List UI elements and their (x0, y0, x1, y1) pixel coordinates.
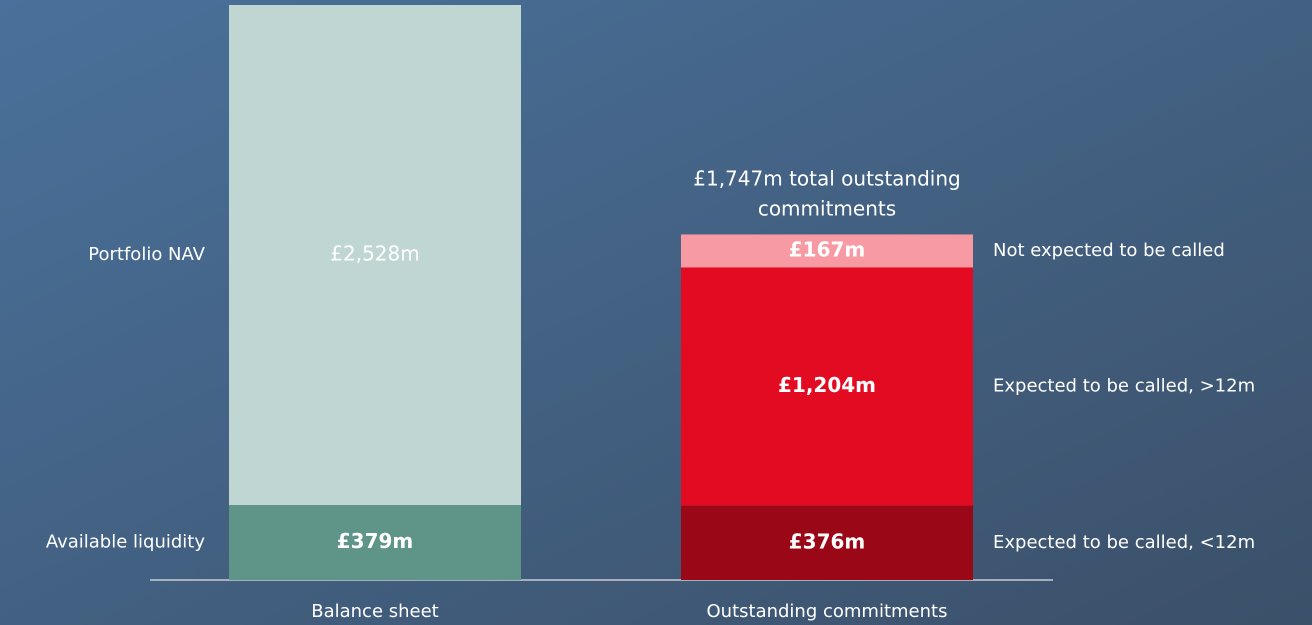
value-label: £2,528m (330, 242, 419, 266)
value-label: £1,204m (778, 373, 876, 397)
bar-segment (229, 5, 521, 506)
value-label: £376m (789, 529, 866, 553)
x-tick-label: Outstanding commitments (707, 601, 948, 622)
series-label: Expected to be called, <12m (993, 532, 1255, 553)
series-label: Available liquidity (46, 532, 206, 553)
value-label: £167m (789, 237, 866, 261)
bar-segment (681, 267, 973, 506)
bar-segment (681, 505, 973, 580)
value-label: £379m (337, 529, 414, 553)
series-label: Portfolio NAV (88, 244, 205, 265)
bar-segment (681, 234, 973, 268)
annotation: £1,747m total outstanding commitments (693, 166, 960, 220)
x-tick-label: Balance sheet (311, 601, 439, 622)
series-label: Expected to be called, >12m (993, 376, 1255, 397)
bar-segment (229, 505, 521, 580)
series-label: Not expected to be called (993, 240, 1225, 261)
